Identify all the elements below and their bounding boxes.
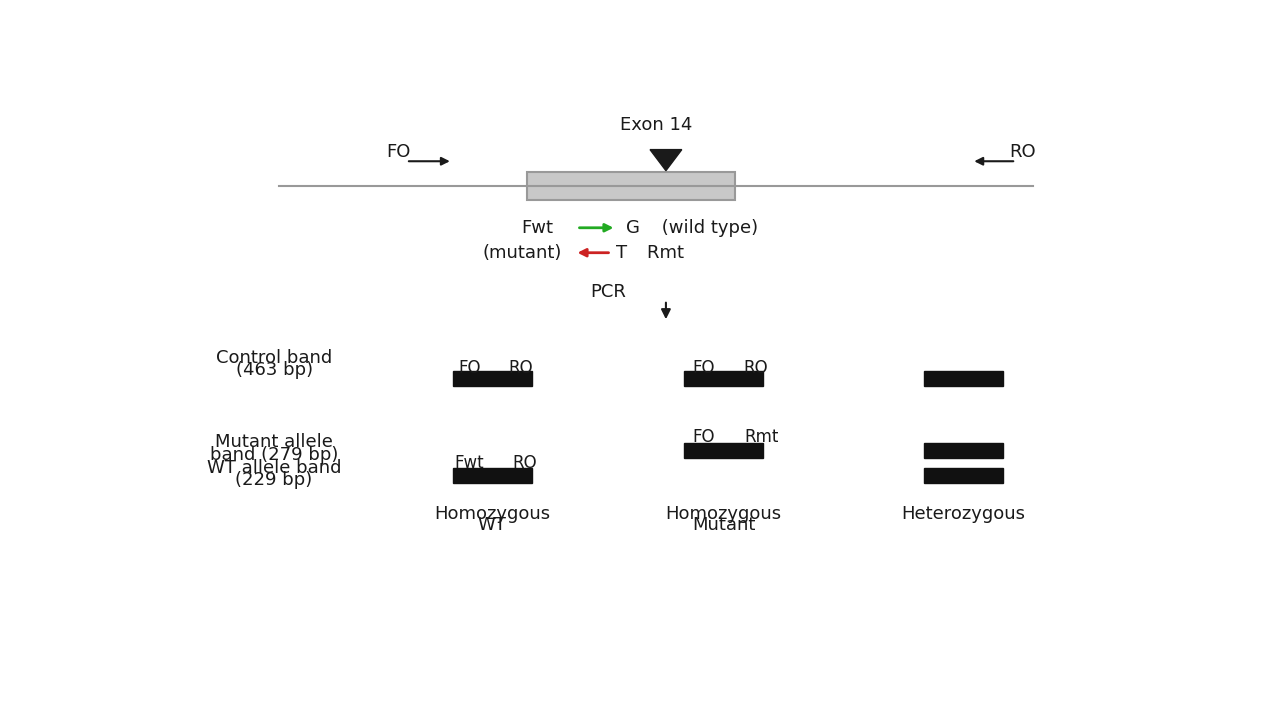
Polygon shape [650,150,682,171]
Bar [924,469,1004,483]
Text: RO: RO [513,454,538,472]
Text: Rmt: Rmt [744,428,778,446]
Text: Mutant: Mutant [691,516,755,534]
Text: (229 bp): (229 bp) [236,471,312,489]
Text: FO: FO [692,428,714,446]
Text: G: G [626,219,640,237]
Bar [924,444,1004,458]
Text: FO: FO [458,359,481,377]
Text: WT: WT [477,516,507,534]
Text: Mutant allele: Mutant allele [215,433,333,451]
Text: (wild type): (wild type) [657,219,758,237]
Text: Fwt: Fwt [521,219,553,237]
Text: (mutant): (mutant) [483,243,562,261]
Text: T: T [617,243,627,261]
Text: RO: RO [1010,143,1037,161]
Bar [453,372,532,386]
Text: Exon 14: Exon 14 [620,116,692,134]
Text: Control band: Control band [216,349,333,367]
Text: band (279 bp): band (279 bp) [210,446,338,464]
Bar [684,444,763,458]
Text: RO: RO [742,359,768,377]
Text: Homozygous: Homozygous [434,505,550,523]
Bar [924,372,1004,386]
Text: Homozygous: Homozygous [666,505,782,523]
Text: FO: FO [692,359,714,377]
Text: Heterozygous: Heterozygous [901,505,1025,523]
Text: WT allele band: WT allele band [207,459,342,477]
Bar [684,372,763,386]
Bar [453,469,532,483]
Bar [527,172,735,200]
Text: FO: FO [385,143,411,161]
Text: RO: RO [508,359,534,377]
Text: Rmt: Rmt [625,243,685,261]
Text: Fwt: Fwt [454,454,484,472]
Text: PCR: PCR [590,282,626,300]
Text: (463 bp): (463 bp) [236,361,312,379]
